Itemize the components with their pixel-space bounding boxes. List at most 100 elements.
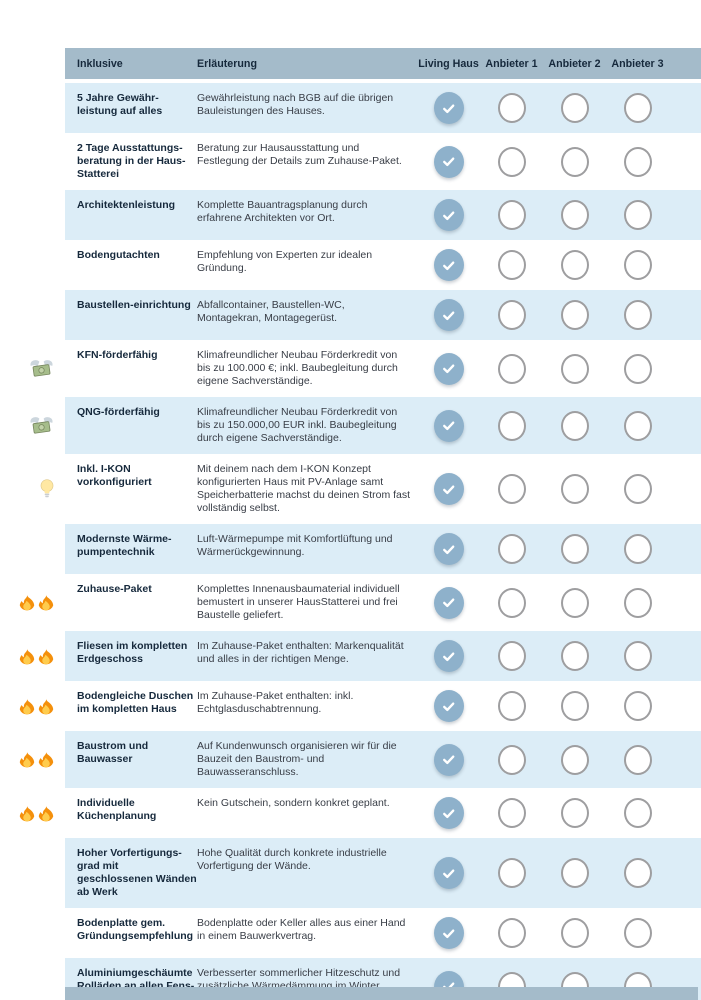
- row-icon-gutter: [0, 240, 65, 290]
- not-included-circle: [623, 146, 652, 177]
- check-cell: [606, 740, 669, 779]
- included-check-icon: [433, 857, 464, 889]
- not-included-circle: [560, 93, 589, 123]
- check-cell: [606, 797, 669, 829]
- check-cell: [543, 690, 606, 722]
- check-cell: [543, 917, 606, 949]
- included-check-icon: [433, 586, 464, 619]
- row-right-pad: [669, 249, 698, 281]
- check-cell: [417, 917, 480, 949]
- table-body: 5 Jahre Gewähr-leistung auf alles Gewähr…: [0, 83, 701, 1000]
- check-cell: [417, 299, 480, 331]
- check-cell: [417, 463, 480, 515]
- not-included-circle: [560, 410, 589, 441]
- feature-title: Inkl. I-KON vorkonfiguriert: [77, 463, 152, 488]
- feature-description: Abfallcontainer, Baustellen-WC, Montagek…: [197, 299, 345, 324]
- included-check-icon: [433, 533, 464, 565]
- not-included-circle: [623, 300, 652, 330]
- feature-title: Architektenleistung: [77, 199, 176, 211]
- feature-description: Klimafreundlicher Neubau Förderkredit vo…: [197, 349, 398, 387]
- not-included-circle: [623, 410, 652, 441]
- included-check-icon: [433, 473, 464, 505]
- table-row: Baustellen-einrichtung Abfallcontainer, …: [0, 290, 701, 340]
- row-icon-gutter: [0, 908, 65, 958]
- check-cell: [606, 463, 669, 515]
- check-cell: [543, 199, 606, 231]
- header-gutter: [0, 48, 65, 83]
- feature-description: Empfehlung von Experten zur idealen Grün…: [197, 249, 373, 274]
- feature-title: Fliesen im kompletten Erdgeschoss: [77, 640, 188, 665]
- check-cell: [480, 583, 543, 622]
- not-included-circle: [560, 587, 589, 618]
- comparison-table: Inklusive Erläuterung Living Haus Anbiet…: [0, 48, 701, 1000]
- check-cell: [606, 249, 669, 281]
- not-included-circle: [497, 300, 526, 330]
- check-cell: [417, 797, 480, 829]
- check-cell: [543, 142, 606, 181]
- not-included-circle: [560, 146, 589, 177]
- table-row: Hoher Vorfertigungs-grad mit geschlossen…: [0, 838, 701, 908]
- row-right-pad: [669, 142, 698, 181]
- table-row: Baustrom und Bauwasser Auf Kundenwunsch …: [0, 731, 701, 788]
- table-row: Fliesen im kompletten Erdgeschoss Im Zuh…: [0, 631, 701, 681]
- not-included-circle: [497, 641, 526, 671]
- not-included-circle: [497, 93, 526, 123]
- not-included-circle: [623, 93, 652, 123]
- table-row: 5 Jahre Gewähr-leistung auf alles Gewähr…: [0, 83, 701, 133]
- feature-title: 5 Jahre Gewähr-leistung auf alles: [77, 92, 163, 117]
- fire-icon: [18, 593, 36, 612]
- check-cell: [417, 583, 480, 622]
- included-check-icon: [433, 797, 464, 829]
- not-included-circle: [560, 300, 589, 330]
- check-cell: [480, 199, 543, 231]
- table-row: Architektenleistung Komplette Bauantrags…: [0, 190, 701, 240]
- fire-icon: [18, 750, 36, 769]
- check-cell: [606, 533, 669, 565]
- row-right-pad: [669, 463, 698, 515]
- row-right-pad: [669, 583, 698, 622]
- feature-description: Auf Kundenwunsch organisieren wir für di…: [197, 740, 397, 778]
- row-right-pad: [669, 533, 698, 565]
- feature-description: Beratung zur Hausausstattung und Festleg…: [197, 142, 402, 167]
- check-cell: [543, 299, 606, 331]
- feature-title: KFN-förderfähig: [77, 349, 158, 361]
- header-anbieter-3: Anbieter 3: [611, 57, 664, 70]
- not-included-circle: [623, 798, 652, 828]
- table-row: Bodengleiche Duschen im kompletten Haus …: [0, 681, 701, 731]
- feature-description: Mit deinem nach dem I-KON Konzept konfig…: [197, 463, 411, 514]
- check-cell: [480, 92, 543, 124]
- feature-description: Gewährleistung nach BGB auf die übrigen …: [197, 92, 394, 117]
- check-cell: [606, 640, 669, 672]
- not-included-circle: [497, 410, 526, 441]
- row-icon-gutter: [0, 340, 65, 397]
- row-icon-gutter: [0, 190, 65, 240]
- check-cell: [543, 740, 606, 779]
- feature-title: Bodengutachten: [77, 249, 160, 261]
- feature-title: Individuelle Küchenplanung: [77, 797, 157, 822]
- row-icon-gutter: [0, 574, 65, 631]
- feature-title: Zuhause-Paket: [77, 583, 152, 595]
- check-cell: [543, 463, 606, 515]
- check-cell: [606, 406, 669, 445]
- not-included-circle: [497, 474, 526, 504]
- check-cell: [480, 406, 543, 445]
- check-cell: [606, 299, 669, 331]
- table-row: KFN-förderfähig Klimafreundlicher Neubau…: [0, 340, 701, 397]
- not-included-circle: [560, 250, 589, 280]
- not-included-circle: [623, 587, 652, 618]
- feature-description: Komplettes Innenausbaumaterial individue…: [197, 583, 400, 621]
- check-cell: [543, 349, 606, 388]
- check-cell: [417, 640, 480, 672]
- partial-bottom-bar: [65, 987, 698, 1000]
- not-included-circle: [623, 474, 652, 504]
- not-included-circle: [560, 744, 589, 775]
- table-row: Modernste Wärme-pumpentechnik Luft-Wärme…: [0, 524, 701, 574]
- fire-icon: [37, 750, 55, 769]
- row-right-pad: [669, 92, 698, 124]
- feature-title: Modernste Wärme-pumpentechnik: [77, 533, 172, 558]
- check-cell: [606, 847, 669, 899]
- not-included-circle: [497, 918, 526, 948]
- check-cell: [417, 690, 480, 722]
- not-included-circle: [497, 353, 526, 384]
- fire-icon: [18, 647, 36, 666]
